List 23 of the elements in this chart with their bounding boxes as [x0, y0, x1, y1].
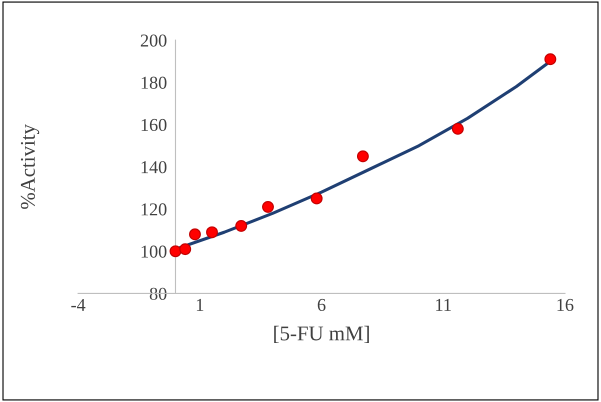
point — [310, 192, 323, 204]
point — [544, 53, 556, 66]
x-axis-title: [5-FU mM] — [274, 326, 369, 344]
point — [170, 245, 182, 258]
y-tick-label: 180 — [142, 76, 166, 89]
point — [356, 150, 369, 162]
point — [189, 228, 201, 240]
x-tick-label: 1 — [196, 298, 204, 311]
y-axis-title: %Activity — [20, 124, 40, 209]
point — [235, 220, 248, 232]
y-tick-label: 140 — [142, 161, 166, 174]
x-tick-label: 16 — [558, 298, 574, 312]
point — [452, 122, 464, 135]
x-tick-label: 11 — [436, 298, 451, 311]
point — [206, 226, 218, 238]
y-tick-label: 160 — [142, 118, 166, 132]
point — [262, 200, 274, 213]
y-tick-label: 120 — [142, 203, 166, 216]
y-tick-label: 100 — [142, 246, 166, 258]
x-tick-label: 6 — [318, 298, 326, 312]
x-tick-label: -4 — [71, 298, 86, 311]
y-tick-label: 200 — [140, 34, 166, 47]
point — [179, 243, 192, 256]
